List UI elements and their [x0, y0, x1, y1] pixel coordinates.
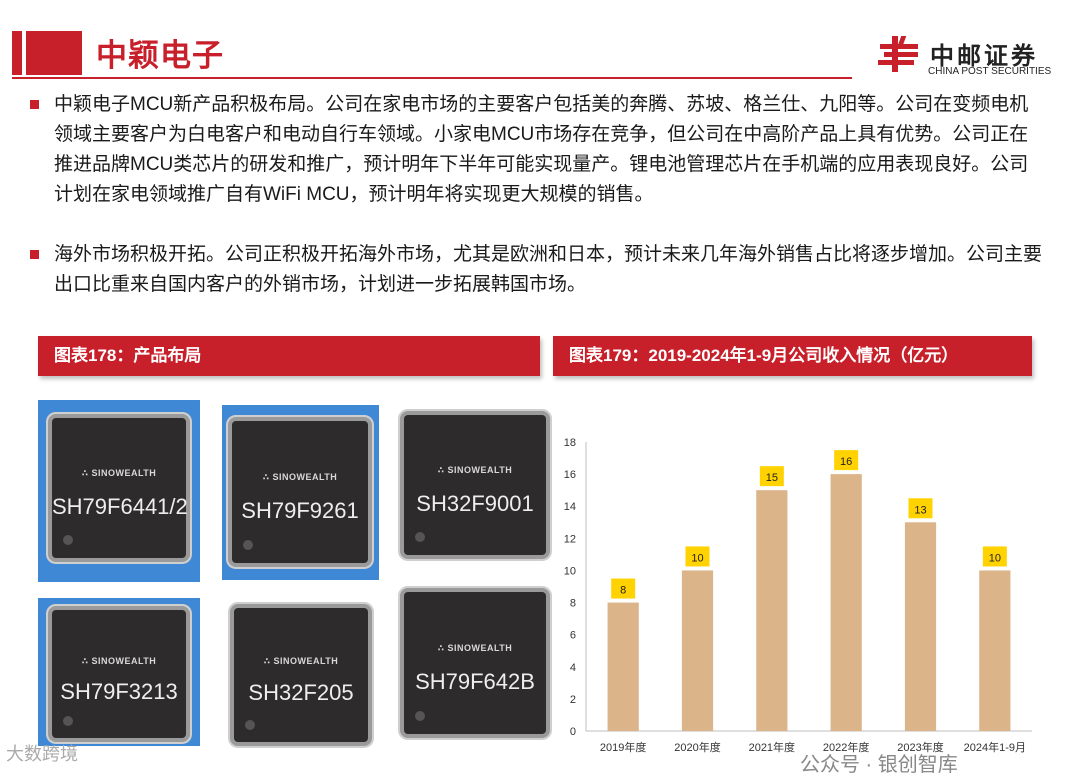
- data-label: 8: [620, 585, 626, 597]
- section-header-revenue: 图表179：2019-2024年1-9月公司收入情况（亿元）: [553, 336, 1032, 376]
- chip-model-label: SH79F9261: [241, 497, 359, 523]
- data-label: 13: [914, 504, 926, 516]
- bullet-text: 中颖电子MCU新产品积极布局。公司在家电市场的主要客户包括美的奔腾、苏坡、格兰仕…: [54, 94, 1029, 205]
- logo-text-en: CHINA POST SECURITIES: [928, 66, 1052, 77]
- bullet-marker: [30, 250, 39, 259]
- chip-package: ∴ SINOWEALTH SH79F3213: [52, 610, 186, 738]
- chip-model-label: SH79F3213: [60, 679, 178, 705]
- data-label-background: [908, 498, 933, 519]
- chip-model-label: SH32F205: [248, 680, 354, 706]
- page-title: 中颖电子: [96, 38, 224, 73]
- chip-brand-label: ∴ SINOWEALTH: [437, 465, 513, 476]
- x-tick-label: 2022年度: [823, 740, 869, 754]
- bullet-text: 海外市场积极开拓。公司正积极开拓海外市场，尤其是欧洲和日本，预计未来几年海外销售…: [54, 244, 1043, 295]
- y-tick-label: 2: [570, 694, 576, 706]
- data-label: 15: [766, 472, 778, 484]
- bullet-paragraph-mcu: 中颖电子MCU新产品积极布局。公司在家电市场的主要客户包括美的奔腾、苏坡、格兰仕…: [30, 90, 1045, 210]
- bar: [607, 602, 639, 731]
- chip-brand-label: ∴ SINOWEALTH: [437, 643, 513, 654]
- section-header-products: 图表178：产品布局: [38, 336, 540, 376]
- chip-model-label: SH79F642B: [415, 668, 535, 694]
- data-label-background: [611, 578, 636, 599]
- chip-package: ∴ SINOWEALTH SH79F642B: [404, 592, 546, 734]
- y-tick-label: 12: [564, 533, 576, 545]
- chip-model-label: SH32F9001: [416, 490, 534, 516]
- data-label-background: [982, 546, 1007, 567]
- chip-package: ∴ SINOWEALTH SH79F6441/2: [52, 418, 188, 558]
- product-chip-3: ∴ SINOWEALTH SH32F9001: [400, 415, 550, 560]
- chip-model-label: SH79F6441/2: [52, 493, 188, 519]
- logo-text-cn: 中邮证券: [930, 43, 1038, 70]
- y-tick-label: 4: [570, 662, 576, 674]
- chip-package: ∴ SINOWEALTH SH32F9001: [404, 415, 546, 555]
- y-tick-label: 18: [564, 437, 576, 449]
- chip-pin1-dot-icon: [244, 719, 255, 730]
- y-tick-label: 8: [570, 598, 576, 610]
- bar: [756, 490, 788, 731]
- x-tick-label: 2020年度: [674, 740, 720, 754]
- data-label: 16: [840, 456, 852, 468]
- chip-brand-label: ∴ SINOWEALTH: [81, 656, 157, 667]
- data-label: 10: [989, 552, 1001, 564]
- data-label-background: [685, 546, 710, 567]
- x-tick-label: 2021年度: [749, 740, 795, 754]
- chip-pin1-dot-icon: [242, 540, 253, 551]
- y-tick-label: 10: [564, 565, 576, 577]
- y-tick-label: 16: [564, 469, 576, 481]
- bullet-paragraph-overseas: 海外市场积极开拓。公司正积极开拓海外市场，尤其是欧洲和日本，预计未来几年海外销售…: [30, 240, 1045, 300]
- chip-brand-label: ∴ SINOWEALTH: [262, 472, 338, 483]
- x-tick-label: 2024年1-9月: [964, 740, 1026, 754]
- bar: [830, 474, 862, 731]
- chip-pin1-dot-icon: [62, 716, 73, 727]
- product-chip-6: ∴ SINOWEALTH SH79F642B: [400, 592, 550, 740]
- product-chip-1: ∴ SINOWEALTH SH79F6441/2: [38, 400, 200, 582]
- chip-package: ∴ SINOWEALTH SH32F205: [234, 608, 368, 742]
- bullet-marker: [30, 100, 39, 109]
- x-tick-label: 2023年度: [897, 740, 943, 754]
- chip-pin1-dot-icon: [415, 711, 426, 722]
- data-label-background: [834, 450, 859, 471]
- header-accent-divider: [22, 31, 26, 75]
- bar: [979, 570, 1011, 731]
- bar: [681, 570, 714, 731]
- watermark-right: 公众号 · 银创智库: [800, 754, 958, 776]
- chip-package: ∴ SINOWEALTH SH79F9261: [232, 421, 368, 563]
- x-tick-label: 2019年度: [600, 740, 646, 754]
- y-tick-label: 0: [570, 726, 576, 738]
- product-chip-5: ∴ SINOWEALTH SH32F205: [232, 608, 370, 748]
- data-label-background: [759, 466, 784, 487]
- product-chip-2: ∴ SINOWEALTH SH79F9261: [222, 405, 379, 580]
- y-tick-label: 6: [570, 630, 576, 642]
- revenue-bar-chart: 0 2 4 6 8 10 12 14 16 18 8 2019年度 10 2020年度 15 2021年度 16…: [564, 437, 1032, 754]
- y-tick-label: 14: [564, 501, 576, 513]
- product-chip-4: ∴ SINOWEALTH SH79F3213: [38, 598, 200, 746]
- chip-brand-label: ∴ SINOWEALTH: [263, 656, 339, 667]
- chip-brand-label: ∴ SINOWEALTH: [81, 468, 157, 479]
- brand-logo: 中邮证券 CHINA POST SECURITIES: [876, 36, 1056, 82]
- header-rule: [12, 77, 852, 79]
- china-post-logo-icon: [878, 36, 918, 72]
- data-label: 10: [691, 552, 703, 564]
- chip-pin1-dot-icon: [415, 532, 426, 543]
- watermark-left: 大数跨境: [6, 744, 78, 764]
- bar: [904, 522, 937, 731]
- chip-pin1-dot-icon: [62, 535, 73, 546]
